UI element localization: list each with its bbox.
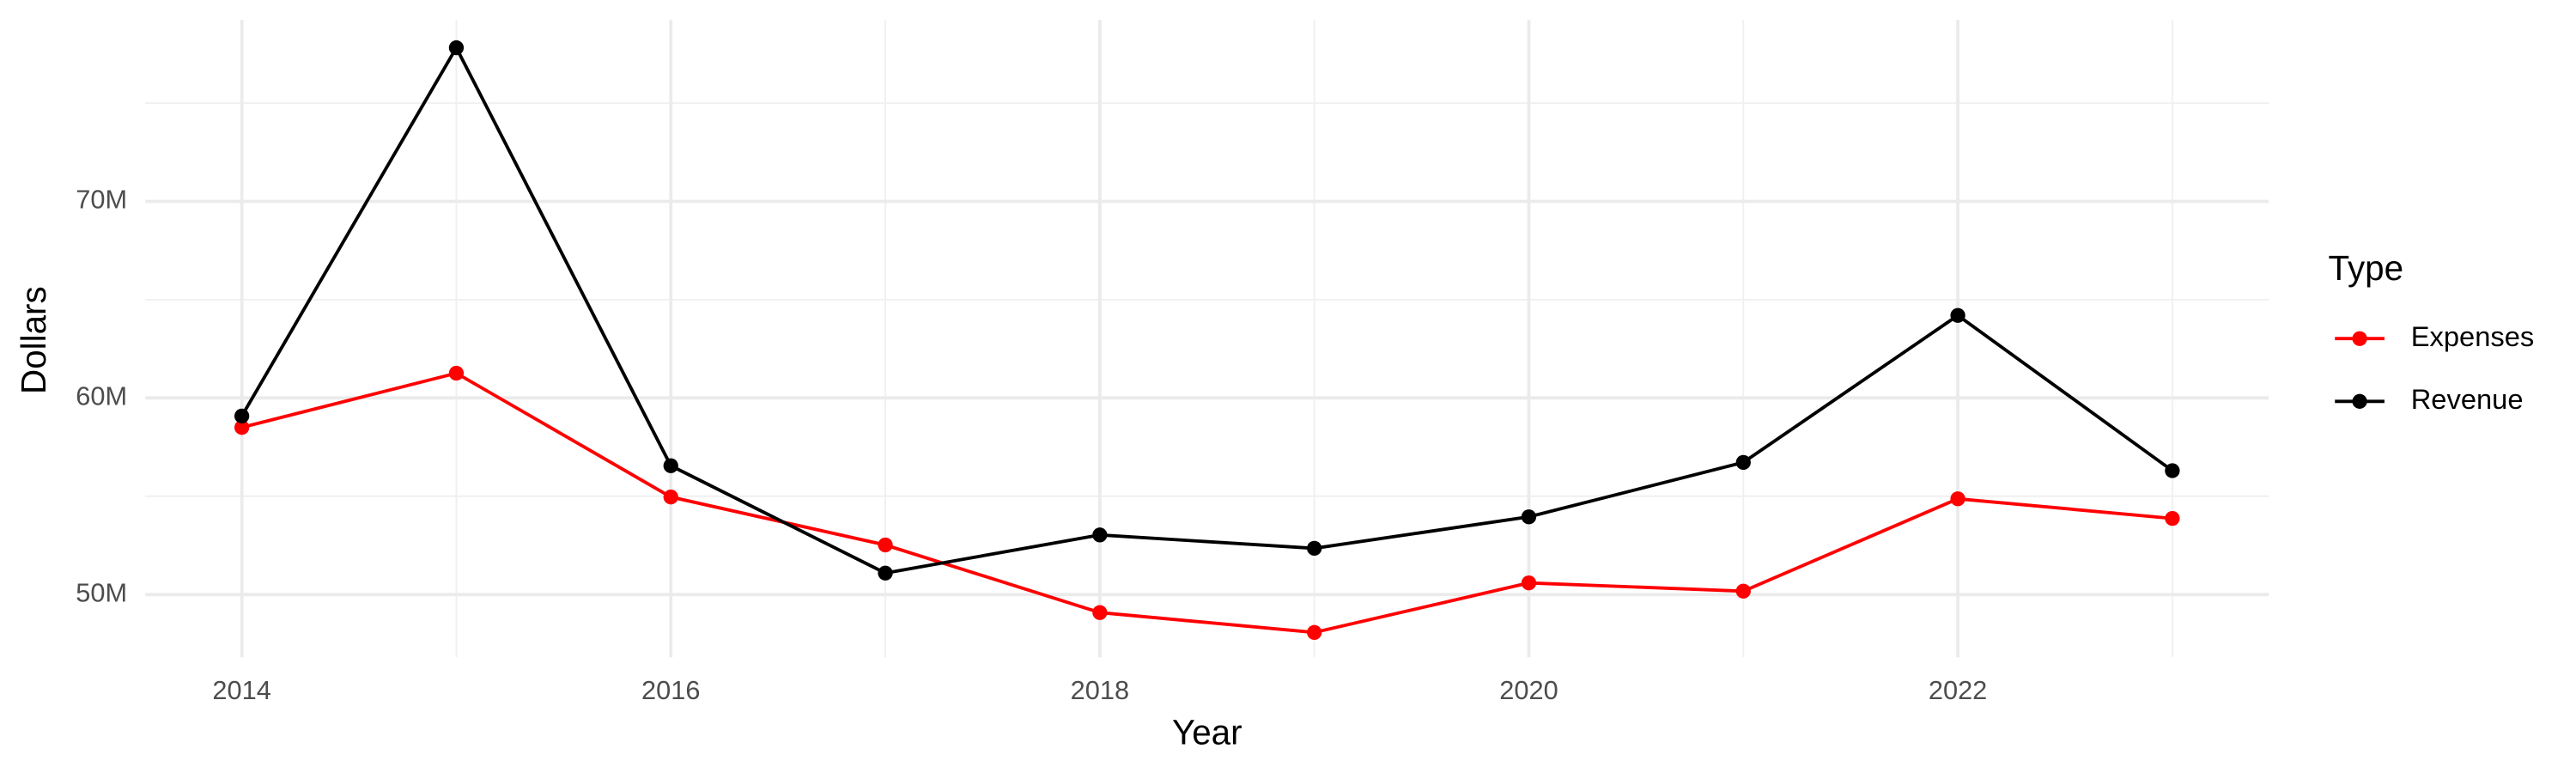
- series-line: [240, 44, 2174, 575]
- data-point: [234, 420, 250, 435]
- x-tick-label: 2014: [212, 675, 270, 705]
- x-tick-label: 2018: [1071, 675, 1129, 705]
- legend-key-point: [2352, 331, 2367, 346]
- x-tick-label: 2020: [1499, 675, 1558, 705]
- y-axis-title: Dollars: [14, 286, 53, 394]
- data-point: [878, 537, 893, 553]
- data-point: [2165, 510, 2180, 526]
- data-point: [1521, 509, 1537, 525]
- data-point: [448, 40, 465, 56]
- data-point: [1092, 527, 1108, 543]
- data-point: [1735, 583, 1751, 599]
- legend-label: Expenses: [2411, 320, 2535, 352]
- y-tick-label: 70M: [76, 185, 127, 215]
- data-point: [1307, 624, 1322, 640]
- data-point: [878, 565, 893, 581]
- data-point: [1950, 307, 1965, 323]
- data-point: [1950, 491, 1965, 507]
- legend-title: Type: [2329, 248, 2404, 288]
- x-tick-label: 2022: [1929, 675, 1987, 705]
- x-axis-title: Year: [1172, 712, 1242, 752]
- y-tick-label: 50M: [76, 577, 127, 607]
- data-point: [2165, 463, 2180, 478]
- series-line: [241, 371, 2173, 635]
- legend-key-point: [2352, 393, 2367, 409]
- data-point: [448, 365, 465, 381]
- data-point: [1092, 605, 1108, 620]
- data-point: [663, 458, 678, 473]
- data-point: [663, 490, 678, 505]
- data-point: [234, 408, 250, 424]
- data-point: [1521, 575, 1537, 591]
- y-tick-label: 60M: [76, 380, 127, 411]
- legend-label: Revenue: [2411, 383, 2524, 415]
- data-point: [1735, 454, 1751, 471]
- x-tick-label: 2016: [641, 675, 700, 705]
- data-point: [1307, 540, 1322, 557]
